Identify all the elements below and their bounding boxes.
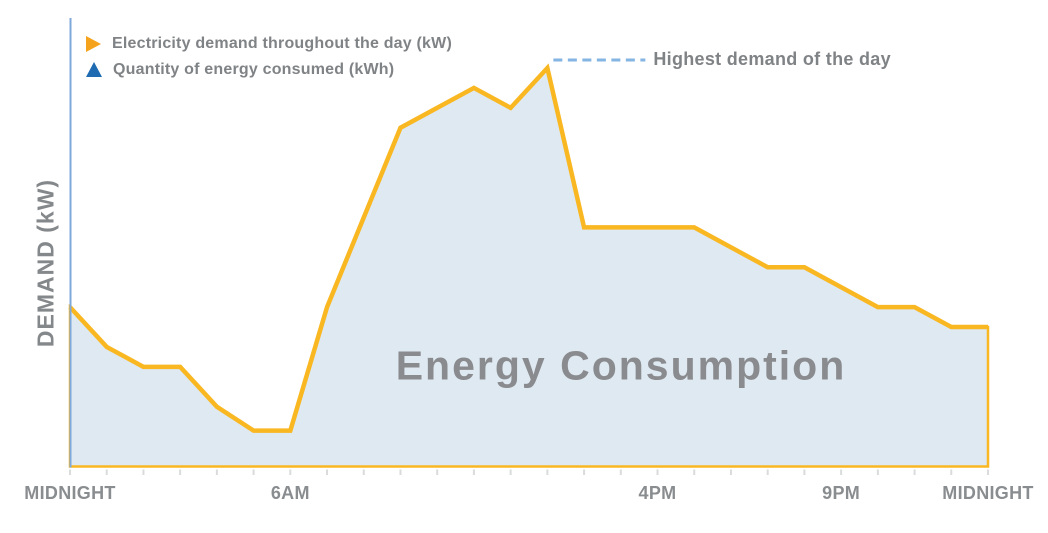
x-axis-tick-label: 4PM <box>638 483 677 503</box>
x-axis-tick-label: MIDNIGHT <box>942 483 1034 503</box>
legend-item-electricity-demand: Electricity demand throughout the day (k… <box>86 31 452 57</box>
legend-label: Quantity of energy consumed (kWh) <box>113 61 395 78</box>
legend-item-energy-consumed: Quantity of energy consumed (kWh) <box>86 57 452 83</box>
x-axis-tick-label: 9PM <box>822 483 861 503</box>
demand-area-fill <box>68 65 990 468</box>
chart-title: Energy Consumption <box>395 342 847 389</box>
x-axis-tick-label: MIDNIGHT <box>24 483 116 503</box>
x-axis-ticks <box>69 469 989 475</box>
up-triangle-icon <box>86 62 102 77</box>
y-axis-label: DEMAND (kW) <box>32 178 59 348</box>
legend: Electricity demand throughout the day (k… <box>86 31 452 83</box>
play-triangle-icon <box>86 35 101 52</box>
annotation-label: Highest demand of the day <box>653 49 891 69</box>
demand-line <box>68 63 988 433</box>
x-axis-tick-label: 6AM <box>270 483 310 503</box>
legend-label: Electricity demand throughout the day (k… <box>112 35 452 52</box>
